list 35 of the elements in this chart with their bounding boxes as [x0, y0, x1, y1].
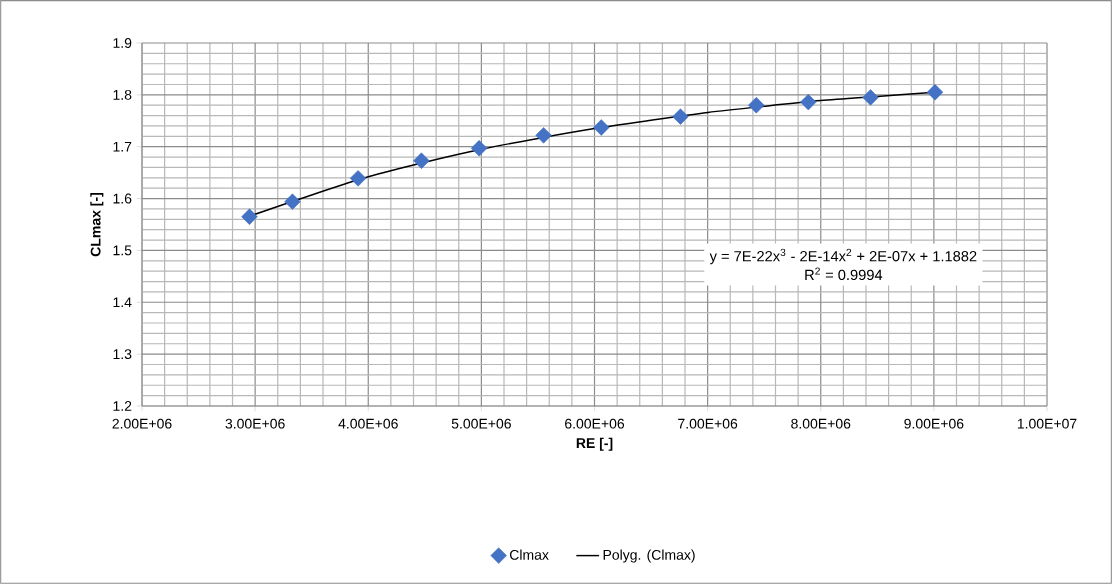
annotation: R$^{2}$ = 0.9994 — [805, 267, 883, 281]
legend-label: Polyg. (Clmax) — [603, 549, 695, 563]
x-tick-label: 6.00E+06 — [565, 418, 625, 429]
x-axis-title: RE [-] — [576, 437, 613, 451]
y-tick-label: 1.7 — [113, 141, 132, 152]
point — [672, 108, 689, 125]
x-tick-label: 1.00E+07 — [1017, 418, 1077, 429]
y-tick-label: 1.4 — [113, 297, 132, 308]
x-tick-label: 7.00E+06 — [678, 418, 738, 429]
y-tick-label: 1.9 — [113, 38, 132, 48]
point — [241, 208, 258, 225]
x-tick-label: 8.00E+06 — [791, 418, 851, 429]
annotation: y = 7E-22x$^{3}$ - 2E-14x$^{2}$ + 2E-07x + 1.1882 — [709, 248, 977, 265]
point — [748, 97, 765, 114]
legend-label: Clmax — [509, 549, 549, 560]
point — [284, 193, 301, 210]
point — [535, 127, 552, 144]
point — [800, 93, 817, 111]
y-axis-title: CLmax [-] — [90, 193, 104, 257]
x-tick-label: 2.00E+06 — [112, 418, 172, 429]
x-tick-label: 9.00E+06 — [904, 418, 964, 429]
point — [593, 119, 610, 136]
point — [413, 152, 430, 169]
y-tick-label: 1.6 — [113, 193, 132, 204]
x-tick-label: 4.00E+06 — [338, 418, 398, 429]
x-tick-label: 3.00E+06 — [225, 418, 285, 429]
y-tick-label: 1.8 — [113, 89, 132, 100]
point — [862, 89, 879, 106]
point — [470, 140, 488, 157]
y-tick-label: 1.2 — [113, 401, 132, 411]
y-tick-label: 1.3 — [113, 349, 132, 360]
x-tick-label: 5.00E+06 — [451, 418, 511, 429]
y-tick-label: 1.5 — [113, 245, 132, 256]
point — [926, 84, 944, 101]
point — [349, 170, 367, 187]
